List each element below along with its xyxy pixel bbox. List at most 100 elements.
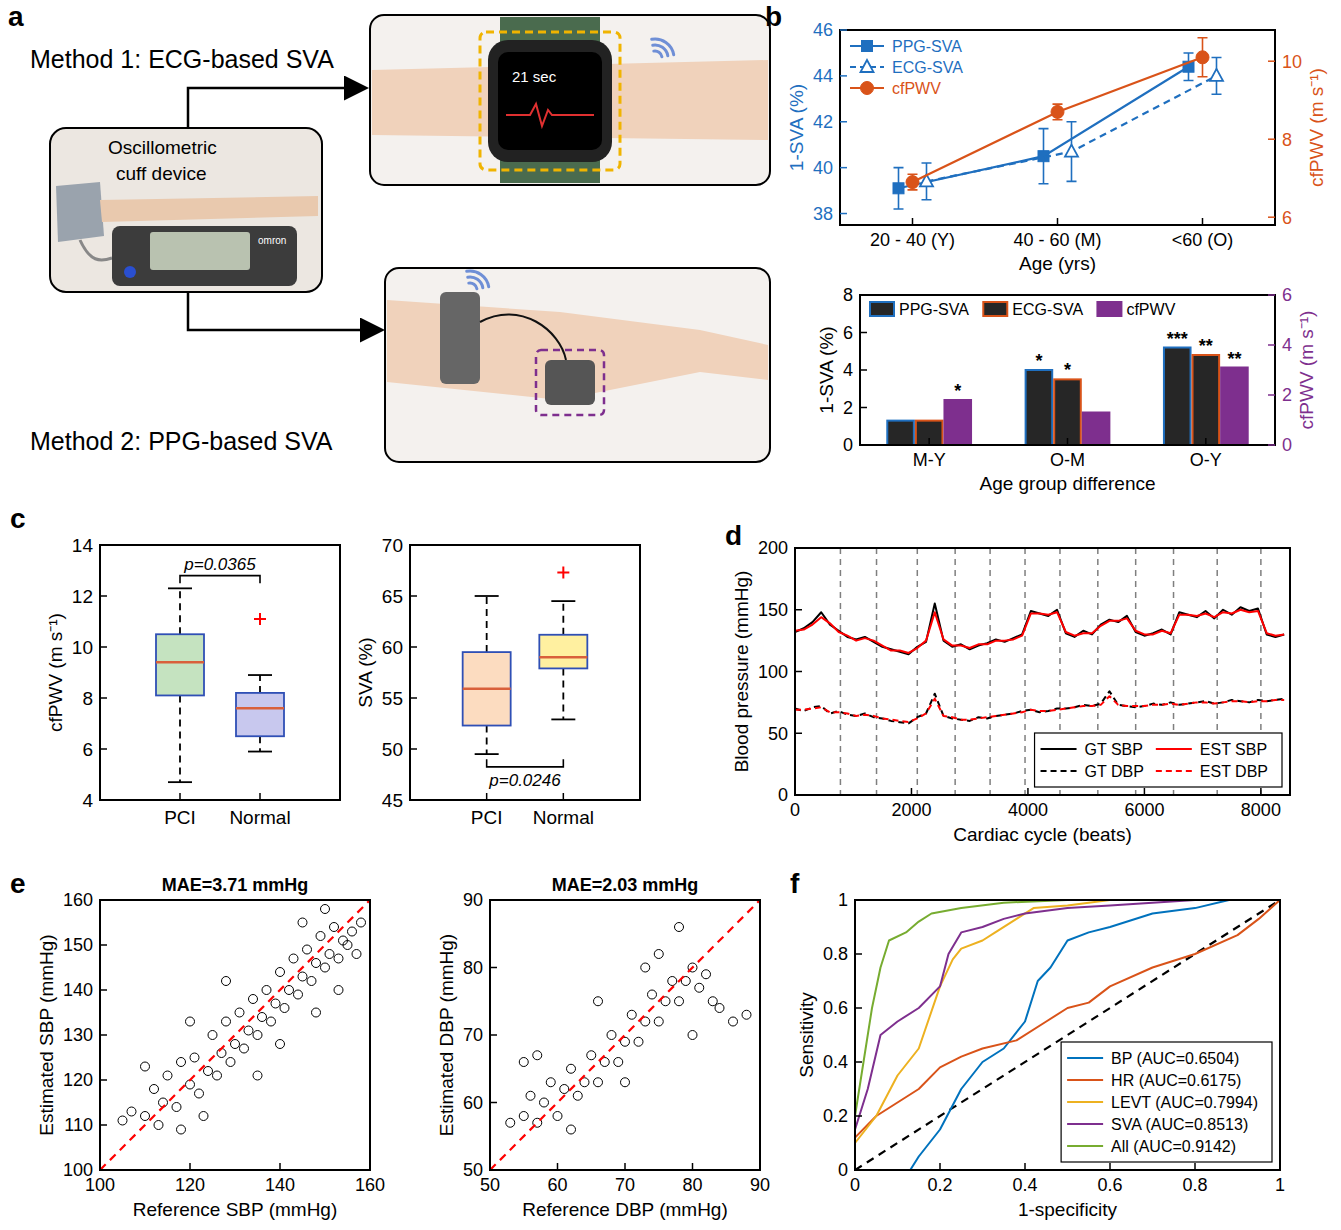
series-line: [795, 610, 1284, 653]
point: [334, 986, 343, 995]
plot-area: [156, 588, 284, 782]
x-tick-label: PCI: [164, 807, 196, 828]
axis-title: 1-SVA (%): [816, 326, 837, 413]
error-bar: [894, 168, 904, 209]
y-tick: [100, 799, 107, 801]
x-tick: [624, 1163, 626, 1170]
y-tick: [100, 748, 107, 750]
y-tick: [860, 332, 867, 334]
point: [154, 1121, 163, 1130]
x-tick-label: M-Y: [913, 450, 946, 470]
x-tick: [928, 438, 930, 445]
legend: BP (AUC=0.6504)HR (AUC=0.6175)LEVT (AUC=…: [1061, 1042, 1272, 1162]
legend-label: cfPWV: [1126, 301, 1175, 318]
segment-boundary: [840, 548, 842, 795]
x-tick: [1057, 218, 1059, 225]
y-tick: [855, 1169, 862, 1171]
x-tick-label: 20 - 40 (Y): [870, 230, 955, 250]
point: [303, 945, 312, 954]
method-label: Method 2: PPG-based SVA: [30, 427, 333, 455]
point: [276, 1040, 285, 1049]
x-tick: [563, 793, 565, 800]
x-tick-label: 0: [790, 800, 800, 820]
device-button: [124, 266, 136, 278]
y-tick: [840, 75, 847, 77]
method-label: Method 1: ECG-based SVA: [30, 45, 334, 73]
legend-label: GT DBP: [1085, 763, 1144, 780]
whisker-cap: [248, 751, 272, 753]
x-tick: [486, 793, 488, 800]
series-line: [899, 67, 1189, 189]
legend-label: ECG-SVA: [1012, 301, 1083, 318]
point: [204, 1067, 213, 1076]
point: [573, 1091, 582, 1100]
chart-title: MAE=2.03 mmHg: [552, 875, 699, 895]
x-tick-label: 6000: [1124, 800, 1164, 820]
y-tick-label: 42: [813, 112, 833, 132]
significance: **: [1227, 349, 1241, 369]
y-tick: [100, 944, 107, 946]
plot-area: [893, 38, 1223, 209]
legend-label: ECG-SVA: [892, 59, 963, 76]
y-tick: [860, 407, 867, 409]
significance: ***: [1167, 329, 1188, 349]
x-tick: [1279, 1163, 1281, 1170]
axis-title: 1-specificity: [1018, 1199, 1118, 1220]
x-tick: [99, 1163, 101, 1170]
point: [519, 1058, 528, 1067]
point: [249, 995, 258, 1004]
x-tick-label: 120: [175, 1175, 205, 1195]
box: [539, 635, 587, 669]
point: [141, 1062, 150, 1071]
point: [285, 986, 294, 995]
axis-title: Reference DBP (mmHg): [522, 1199, 728, 1220]
marker: [893, 183, 904, 194]
axis-title: SVA (%): [355, 637, 376, 707]
watch-screen: [498, 52, 602, 150]
y-tick: [490, 1102, 497, 1104]
error-bar: [1184, 53, 1194, 81]
y-tick: [100, 544, 107, 546]
highlight: [480, 32, 620, 170]
bar: [887, 421, 914, 445]
point: [594, 1078, 603, 1087]
forearm: [100, 196, 318, 222]
y-tick: [1268, 294, 1275, 296]
y-tick: [490, 1169, 497, 1171]
reference-line: [490, 900, 760, 1170]
point: [262, 986, 271, 995]
median: [156, 661, 204, 663]
y-tick-label: 44: [813, 66, 833, 86]
legend: PPG-SVAECG-SVAcfPWV: [870, 301, 1176, 318]
y-tick: [490, 1034, 497, 1036]
device-label: Oscillometric: [108, 137, 217, 158]
y-tick: [795, 733, 802, 735]
whisker-cap: [551, 719, 575, 721]
segment-boundary: [917, 548, 919, 795]
point: [321, 905, 330, 914]
point: [533, 1051, 542, 1060]
reference-line: [100, 900, 370, 1170]
whisker: [562, 668, 564, 719]
point: [641, 963, 650, 972]
y-tick-label: 40: [813, 158, 833, 178]
legend-swatch: [1156, 770, 1192, 772]
significance-bracket: [487, 759, 564, 767]
legend-label: EST SBP: [1200, 741, 1267, 758]
legend-swatch: [1067, 1057, 1103, 1059]
bar: [916, 421, 943, 445]
legend-marker: [861, 60, 874, 72]
y-tick: [1268, 444, 1275, 446]
p-value: p=0.0246: [488, 771, 561, 790]
y-tick-label: 90: [463, 890, 483, 910]
x-tick: [1109, 1163, 1111, 1170]
wireless-icon: [654, 49, 663, 56]
plot-area: [795, 548, 1284, 795]
point: [298, 972, 307, 981]
y-tick: [795, 794, 802, 796]
median: [539, 656, 587, 658]
point: [695, 983, 704, 992]
y-tick: [100, 1124, 107, 1126]
significance: **: [1199, 336, 1213, 356]
legend-swatch: [870, 302, 894, 316]
